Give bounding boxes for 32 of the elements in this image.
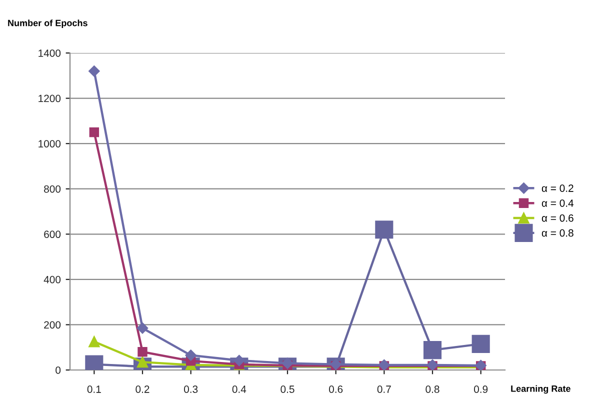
y-tick-label: 0 — [56, 366, 61, 374]
y-tick-label: 1200 — [38, 94, 61, 102]
x-tick-label: 0.2 — [136, 386, 150, 393]
x-tick-label: 0.4 — [232, 386, 246, 393]
point — [423, 341, 442, 360]
x-tick-label: 0.7 — [377, 386, 391, 393]
x-tick-label: 0.9 — [474, 386, 488, 393]
point — [88, 66, 100, 77]
legend-label: α = 0.4 — [542, 199, 574, 207]
y-tick-label: 600 — [44, 230, 61, 238]
y-tick-label: 400 — [44, 276, 61, 284]
point — [138, 347, 148, 357]
x-tick-label: 0.6 — [329, 386, 343, 393]
y-tick-label: 200 — [44, 321, 61, 329]
legend-label: α = 0.8 — [542, 229, 574, 237]
legend-label: α = 0.6 — [542, 214, 574, 222]
point — [472, 334, 490, 353]
point — [375, 220, 394, 239]
y-tick-label: 800 — [44, 185, 61, 193]
y-tick-label: 1400 — [38, 50, 61, 57]
y-tick-label: 1000 — [38, 140, 61, 148]
x-axis-title: Learning Rate — [511, 385, 570, 394]
x-tick-label: 0.3 — [184, 386, 198, 393]
point — [89, 127, 100, 138]
x-tick-label: 0.1 — [87, 386, 101, 393]
point — [88, 336, 100, 348]
point — [136, 322, 148, 334]
point — [185, 350, 196, 361]
x-tick-label: 0.5 — [280, 386, 294, 393]
y-axis-title: Number of Epochs — [8, 20, 88, 28]
x-tick-label: 0.8 — [426, 386, 440, 393]
legend-label: α = 0.2 — [542, 184, 574, 192]
